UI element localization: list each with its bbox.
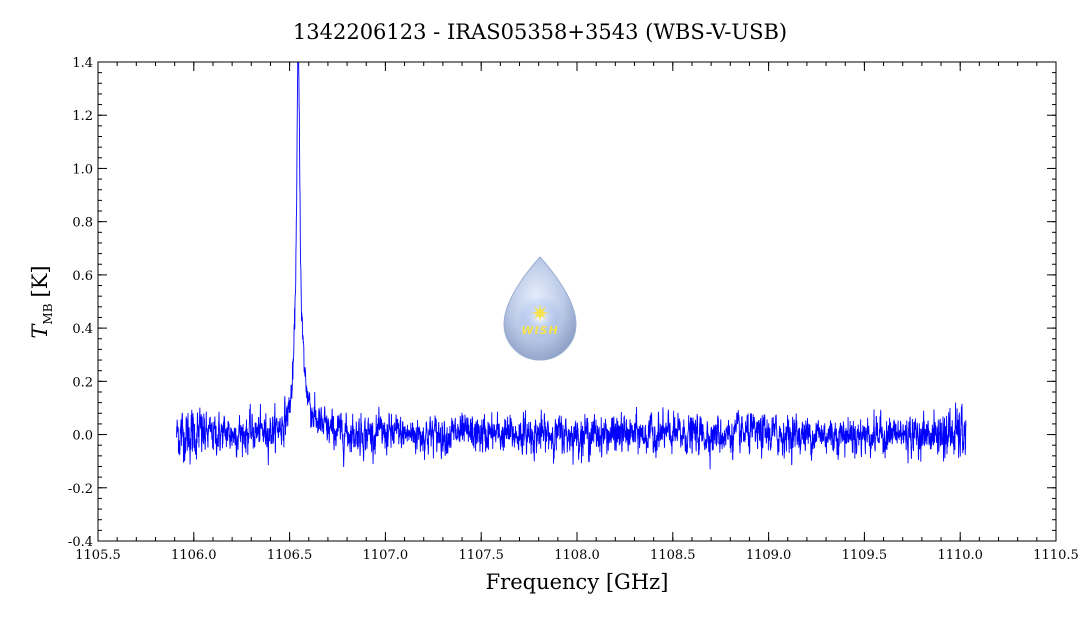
x-tick-label: 1107.0 <box>363 548 409 563</box>
x-tick-label: 1109.0 <box>746 548 792 563</box>
chart-title: 1342206123 - IRAS05358+3543 (WBS-V-USB) <box>293 20 787 44</box>
y-axis-unit: [K] <box>28 265 52 297</box>
x-tick-label: 1106.0 <box>171 548 217 563</box>
y-axis-symbol: T <box>28 323 52 339</box>
x-tick-label: 1108.5 <box>650 548 696 563</box>
x-tick-label: 1109.5 <box>842 548 888 563</box>
y-tick-label: 0.4 <box>72 322 93 337</box>
watermark-text: WISH <box>521 324 558 337</box>
y-tick-label: -0.4 <box>68 535 93 550</box>
x-tick-label: 1107.5 <box>458 548 504 563</box>
y-tick-label: 0.0 <box>72 429 93 444</box>
x-tick-label: 1110.0 <box>937 548 983 563</box>
wish-logo: WISH <box>503 256 577 361</box>
y-tick-label: 1.0 <box>72 162 93 177</box>
y-tick-label: 0.8 <box>72 216 93 231</box>
y-axis-title: TMB [K] <box>28 265 55 338</box>
plot-frame <box>97 61 1057 542</box>
y-tick-label: 0.2 <box>72 375 93 390</box>
star-icon <box>531 304 549 322</box>
y-tick-label: 0.6 <box>72 269 93 284</box>
x-tick-label: 1110.5 <box>1033 548 1079 563</box>
x-tick-label: 1106.5 <box>267 548 313 563</box>
x-axis-title: Frequency [GHz] <box>486 570 669 594</box>
y-tick-label: 1.2 <box>72 109 93 124</box>
y-tick-label: 1.4 <box>72 56 93 71</box>
spectrum-line-0 <box>176 62 967 470</box>
y-tick-label: -0.2 <box>68 482 93 497</box>
x-tick-label: 1105.5 <box>75 548 121 563</box>
x-tick-label: 1108.0 <box>554 548 600 563</box>
svg-text:TMB[K]: TMB [K] <box>28 265 55 338</box>
y-axis-subscript: MB <box>41 303 55 324</box>
